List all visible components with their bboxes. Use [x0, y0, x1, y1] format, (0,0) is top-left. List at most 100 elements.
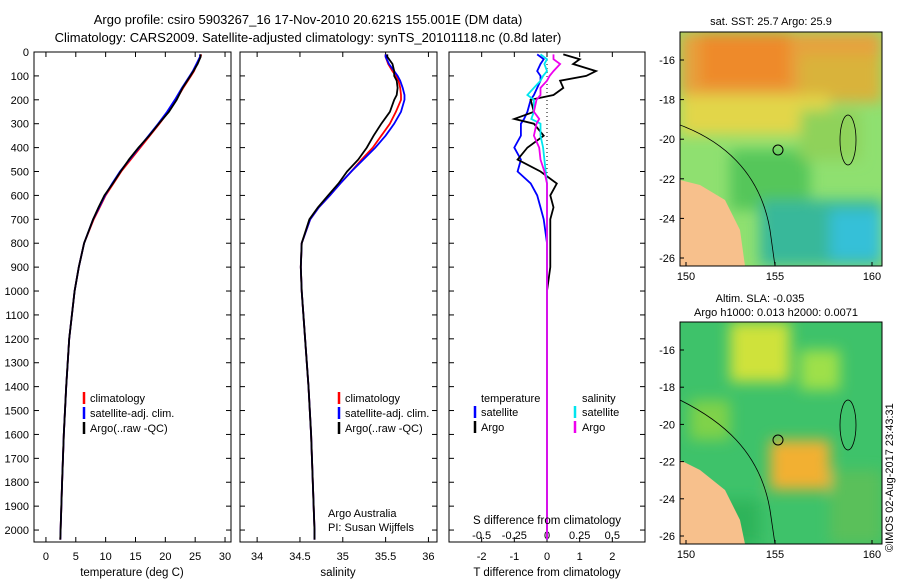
salinity-diff-tick-label: -0.25 — [502, 530, 527, 542]
sla-map-frame — [679, 321, 883, 545]
depth-tick-label: 200 — [11, 95, 29, 107]
legend-label-sal-argo: Argo — [582, 422, 605, 434]
depth-tick-label: 500 — [11, 167, 29, 179]
depth-tick-label: 800 — [11, 238, 29, 250]
title-line-1: Argo profile: csiro 5903267_16 17-Nov-20… — [94, 12, 523, 27]
annotation-argo-australia: Argo Australia — [328, 508, 397, 520]
depth-tick-label: 400 — [11, 143, 29, 155]
salinity-diff-tick-label: 0.5 — [605, 530, 620, 542]
temperature-legend: climatology satellite-adj. clim. Argo(..… — [82, 392, 174, 435]
depth-tick-label: 100 — [11, 71, 29, 83]
depth-tick-label: 1300 — [5, 358, 29, 370]
temperature-panel — [33, 51, 232, 543]
legend-header-temperature: temperature — [481, 393, 540, 405]
series-salinity-Argo — [532, 54, 562, 540]
map-x-tick-label: 150 — [677, 549, 695, 561]
sst-contour — [680, 124, 776, 266]
temperature-series — [59, 54, 203, 540]
sst-reef-contour — [839, 114, 857, 166]
series-satellite-adj-clim — [299, 54, 406, 540]
temperature-tick-label: 25 — [189, 551, 201, 563]
salinity-diff-tick-label: -0.5 — [472, 530, 491, 542]
map-y-tick-label: -22 — [659, 174, 675, 186]
legend-label-argo: Argo(..raw -QC) — [90, 423, 168, 435]
salinity-x-axis: 34 34.5 35 35.5 36 — [251, 52, 435, 563]
difference-xlabel-top: S difference from climatology — [473, 515, 621, 527]
depth-tick-label: 1000 — [5, 286, 29, 298]
legend-label-temp-satellite: satellite — [481, 407, 518, 419]
map-y-tick-label: -24 — [659, 494, 675, 506]
temperature-tick-label: 0 — [43, 551, 49, 563]
map-y-tick-label: -26 — [659, 253, 675, 265]
sla-reef-contour — [839, 399, 857, 451]
temperature-tick-label: 30 — [219, 551, 231, 563]
map-x-tick-label: 150 — [677, 271, 695, 283]
map-y-tick-label: -20 — [659, 134, 675, 146]
imos-stamp: ©IMOS 02-Aug-2017 23:43:31 — [884, 403, 896, 552]
depth-tick-label: 1100 — [5, 310, 29, 322]
map-y-tick-label: -16 — [659, 55, 675, 67]
title-line-2: Climatology: CARS2009. Satellite-adjuste… — [55, 30, 562, 45]
sst-land — [680, 180, 745, 266]
legend-label-climatology: climatology — [345, 393, 401, 405]
depth-tick-label: 1600 — [5, 429, 29, 441]
temperature-xlabel: temperature (deg C) — [80, 567, 184, 579]
legend-label-climatology: climatology — [90, 393, 146, 405]
depth-tick-label: 1500 — [5, 406, 29, 418]
sst-field — [680, 32, 882, 266]
annotation-pi: PI: Susan Wijffels — [328, 522, 414, 534]
series-climatology — [59, 54, 203, 540]
legend-label-temp-argo: Argo — [481, 422, 504, 434]
series-temperature-satellite — [513, 53, 548, 540]
map-y-tick-label: -18 — [659, 382, 675, 394]
series-satellite-adj-clim — [59, 54, 201, 540]
map-x-tick-label: 155 — [766, 271, 784, 283]
legend-label-sal-satellite: satellite — [582, 407, 619, 419]
difference-xlabel: T difference from climatology — [473, 567, 620, 579]
depth-tick-label: 1400 — [5, 382, 29, 394]
map-x-tick-label: 160 — [863, 271, 881, 283]
legend-label-argo: Argo(..raw -QC) — [345, 423, 423, 435]
sla-argo-position — [772, 434, 784, 446]
map-y-tick-label: -26 — [659, 531, 675, 543]
salinity-tick-label: 34.5 — [289, 551, 310, 563]
difference-tick-label: 0 — [544, 551, 550, 563]
depth-tick-label: 900 — [11, 262, 29, 274]
depth-axis: 0 100 200 300 400 500 600 700 800 900 1000 1100 1200… — [5, 47, 645, 537]
series-argo-raw-qc — [59, 54, 202, 540]
salinity-tick-label: 36 — [422, 551, 434, 563]
legend-header-salinity: salinity — [582, 393, 616, 405]
map-y-tick-label: -24 — [659, 213, 675, 225]
map-x-tick-label: 155 — [766, 549, 784, 561]
difference-tick-label: 1 — [577, 551, 583, 563]
sla-field — [690, 322, 882, 544]
series-argo-raw-qc — [299, 54, 399, 540]
salinity-legend: climatology satellite-adj. clim. Argo(..… — [328, 392, 429, 534]
depth-tick-label: 0 — [23, 47, 29, 59]
sst-argo-position — [772, 144, 784, 156]
salinity-panel — [239, 51, 438, 543]
difference-tick-label: -2 — [477, 551, 487, 563]
difference-legend: temperature satellite Argo salinity sate… — [473, 393, 619, 434]
sla-map — [680, 322, 882, 544]
series-climatology — [299, 54, 402, 540]
map-y-tick-label: -20 — [659, 419, 675, 431]
difference-tick-label: 2 — [609, 551, 615, 563]
series-temperature-Argo — [511, 53, 599, 540]
depth-tick-label: 1200 — [5, 334, 29, 346]
sla-contour — [680, 399, 776, 544]
sst-map — [680, 32, 882, 266]
legend-label-satellite: satellite-adj. clim. — [90, 408, 174, 420]
salinity-tick-label: 34 — [251, 551, 263, 563]
sla-map-title-2: Argo h1000: 0.013 h2000: 0.0071 — [694, 307, 858, 319]
temperature-tick-label: 5 — [73, 551, 79, 563]
sla-map-title-1: Altim. SLA: -0.035 — [716, 293, 805, 305]
salinity-diff-tick-label: 0.25 — [569, 530, 590, 542]
depth-tick-label: 1900 — [5, 501, 29, 513]
temperature-tick-label: 15 — [129, 551, 141, 563]
depth-tick-label: 700 — [11, 214, 29, 226]
depth-tick-label: 600 — [11, 190, 29, 202]
map-x-tick-label: 160 — [863, 549, 881, 561]
